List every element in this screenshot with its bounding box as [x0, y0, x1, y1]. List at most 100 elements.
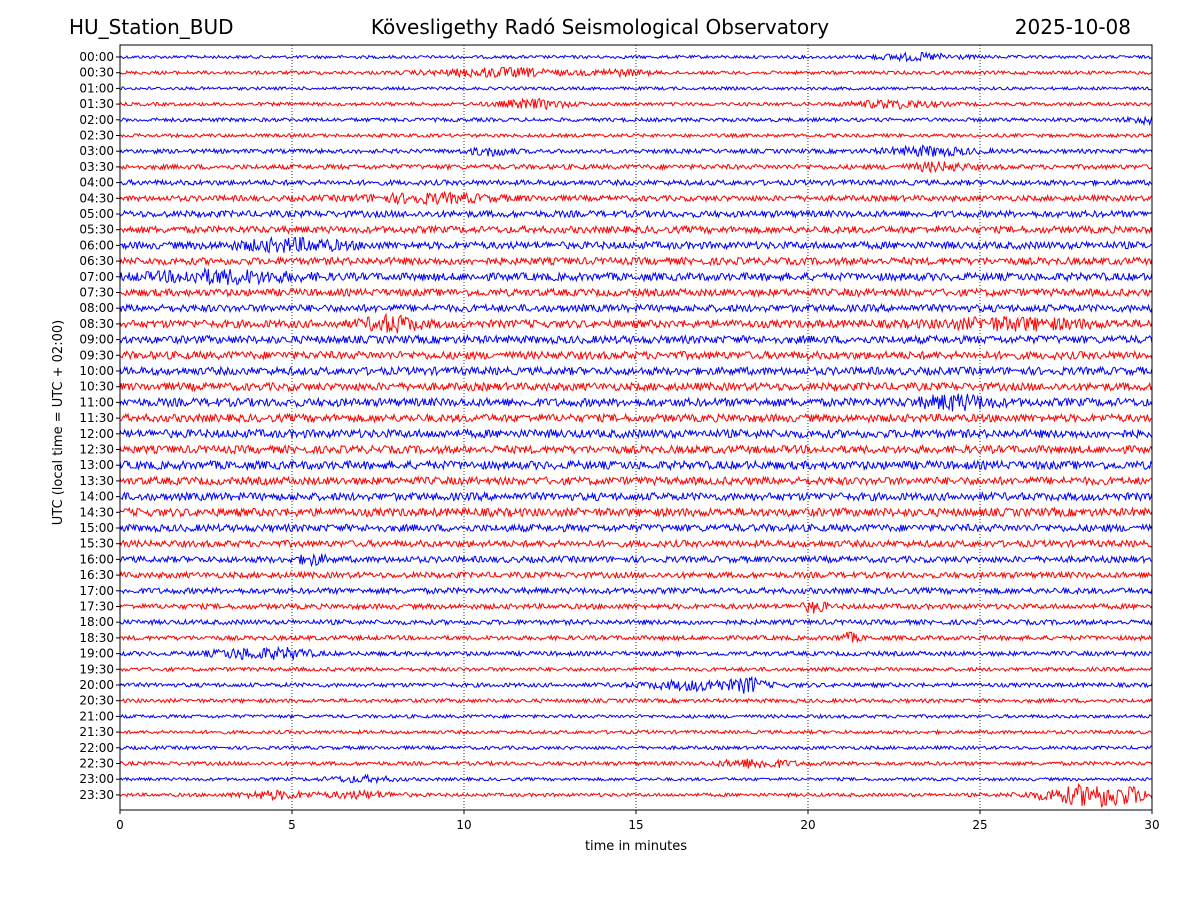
- trace-0900: [120, 333, 1152, 346]
- trace-1200: [120, 427, 1152, 440]
- y-tick-label: 04:30: [79, 191, 114, 205]
- trace-1900: [120, 645, 1152, 660]
- trace-1830: [120, 631, 1152, 644]
- y-tick-label: 01:00: [79, 81, 114, 95]
- trace-1400: [120, 490, 1152, 503]
- trace-1000: [120, 365, 1152, 377]
- trace-0430: [120, 190, 1152, 206]
- observatory-title: Kövesligethy Radó Seismological Observat…: [370, 15, 830, 39]
- trace-1800: [120, 618, 1152, 627]
- trace-0500: [120, 208, 1152, 220]
- trace-0000: [120, 50, 1152, 63]
- trace-2100: [120, 713, 1152, 720]
- date-title: 2025-10-08: [1014, 15, 1131, 39]
- y-tick-label: 20:00: [79, 678, 114, 692]
- y-tick-label: 14:30: [79, 505, 114, 519]
- y-tick-label: 03:30: [79, 160, 114, 174]
- y-tick-label: 22:00: [79, 741, 114, 755]
- trace-1430: [120, 506, 1152, 519]
- y-tick-label: 07:00: [79, 270, 114, 284]
- y-tick-label: 22:30: [79, 757, 114, 771]
- y-tick-label: 05:00: [79, 207, 114, 221]
- trace-0530: [120, 224, 1152, 236]
- x-tick-label: 20: [800, 818, 815, 832]
- trace-0200: [120, 115, 1152, 127]
- trace-1600: [120, 553, 1152, 568]
- y-tick-label: 11:00: [79, 395, 114, 409]
- y-tick-label: 16:30: [79, 568, 114, 582]
- y-tick-label: 09:30: [79, 348, 114, 362]
- trace-0600: [120, 235, 1152, 254]
- trace-2030: [120, 697, 1152, 705]
- y-tick-label: 05:30: [79, 223, 114, 237]
- trace-1730: [120, 601, 1152, 614]
- trace-1530: [120, 538, 1152, 549]
- x-tick-label: 15: [628, 818, 643, 832]
- y-tick-label: 18:00: [79, 615, 114, 629]
- y-tick-label: 12:00: [79, 427, 114, 441]
- y-tick-label: 23:30: [79, 788, 114, 802]
- y-tick-label: 02:00: [79, 113, 114, 127]
- y-tick-label: 19:00: [79, 647, 114, 661]
- y-tick-label: 02:30: [79, 129, 114, 143]
- trace-0700: [120, 266, 1152, 286]
- y-tick-label: 08:00: [79, 301, 114, 315]
- y-tick-label: 21:00: [79, 709, 114, 723]
- y-tick-label: 21:30: [79, 725, 114, 739]
- y-tick-label: 07:30: [79, 286, 114, 300]
- trace-0730: [120, 287, 1152, 299]
- y-tick-label: 15:30: [79, 537, 114, 551]
- x-tick-label: 5: [288, 818, 296, 832]
- trace-2200: [120, 744, 1152, 751]
- y-tick-label: 06:00: [79, 238, 114, 252]
- trace-2230: [120, 758, 1152, 769]
- y-tick-label: 10:30: [79, 380, 114, 394]
- trace-1330: [120, 475, 1152, 487]
- y-tick-label: 09:00: [79, 333, 114, 347]
- y-tick-label: 17:00: [79, 584, 114, 598]
- x-tick-label: 10: [456, 818, 471, 832]
- station-title: HU_Station_BUD: [69, 15, 234, 39]
- y-tick-label: 19:30: [79, 662, 114, 676]
- y-tick-label: 04:00: [79, 176, 114, 190]
- trace-1130: [120, 412, 1152, 424]
- trace-0130: [120, 97, 1152, 111]
- y-tick-label: 13:30: [79, 474, 114, 488]
- trace-0800: [120, 302, 1152, 314]
- y-tick-label: 18:30: [79, 631, 114, 645]
- trace-0400: [120, 178, 1152, 188]
- trace-2330: [120, 782, 1152, 808]
- trace-0930: [120, 349, 1152, 362]
- y-tick-label: 11:30: [79, 411, 114, 425]
- trace-1300: [120, 459, 1152, 472]
- trace-1230: [120, 443, 1152, 456]
- y-tick-label: 03:00: [79, 144, 114, 158]
- y-tick-label: 16:00: [79, 552, 114, 566]
- trace-0300: [120, 144, 1152, 158]
- trace-0830: [120, 312, 1152, 334]
- x-tick-label: 25: [972, 818, 987, 832]
- y-tick-label: 17:30: [79, 600, 114, 614]
- trace-2000: [120, 675, 1152, 694]
- trace-0100: [120, 85, 1152, 92]
- y-tick-label: 10:00: [79, 364, 114, 378]
- y-tick-label: 12:30: [79, 443, 114, 457]
- y-tick-label: 06:30: [79, 254, 114, 268]
- trace-0630: [120, 255, 1152, 267]
- y-tick-label: 00:30: [79, 66, 114, 80]
- x-tick-label: 30: [1144, 818, 1159, 832]
- y-axis-label: UTC (local time = UTC + 02:00): [51, 320, 66, 525]
- x-axis-label: time in minutes: [585, 839, 687, 854]
- trace-0230: [120, 132, 1152, 139]
- trace-0030: [120, 66, 1152, 79]
- trace-1630: [120, 570, 1152, 580]
- y-tick-label: 20:30: [79, 694, 114, 708]
- trace-2130: [120, 728, 1152, 736]
- y-tick-label: 14:00: [79, 490, 114, 504]
- x-tick-label: 0: [116, 818, 124, 832]
- trace-1700: [120, 586, 1152, 596]
- trace-1030: [120, 381, 1152, 393]
- y-tick-label: 01:30: [79, 97, 114, 111]
- trace-1100: [120, 393, 1152, 412]
